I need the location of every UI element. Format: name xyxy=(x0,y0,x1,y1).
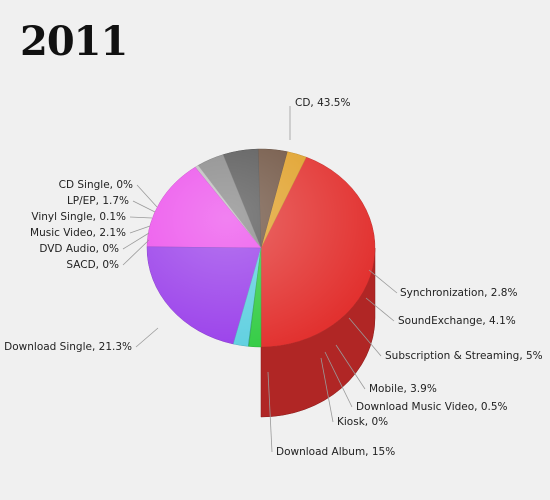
label-leaders xyxy=(122,106,398,453)
leader-line xyxy=(267,371,273,453)
slice-label-cd-single: CD Single, 0% xyxy=(59,179,133,191)
leader-line xyxy=(122,239,150,266)
slice-label-kiosk: Kiosk, 0% xyxy=(337,416,388,428)
slice-label-cd: CD, 43.5% xyxy=(295,97,350,109)
leader-line xyxy=(122,232,150,250)
slice-label-subscription-streaming: Subscription & Streaming, 5% xyxy=(385,350,543,362)
slice-label-vinyl-single: Vinyl Single, 0.1% xyxy=(31,211,126,223)
slice-label-mobile: Mobile, 3.9% xyxy=(369,383,437,395)
pie-gloss xyxy=(147,149,375,347)
leader-line xyxy=(136,184,158,208)
slice-label-soundexchange: SoundExchange, 4.1% xyxy=(398,315,516,327)
chart-title: 2011 xyxy=(20,18,128,65)
slice-label-dvd-audio: DVD Audio, 0% xyxy=(39,243,119,255)
slice-label-lp-ep: LP/EP, 1.7% xyxy=(67,195,129,207)
leader-line xyxy=(320,357,334,423)
leader-line xyxy=(135,327,159,348)
slice-label-synchronization: Synchronization, 2.8% xyxy=(400,287,517,299)
leader-line xyxy=(368,269,398,294)
leader-line xyxy=(348,317,382,357)
slice-label-sacd: SACD, 0% xyxy=(66,259,119,271)
leader-line xyxy=(365,297,395,322)
pie-shine xyxy=(147,149,375,347)
slice-label-download-single: Download Single, 21.3% xyxy=(4,341,132,353)
leader-line xyxy=(129,225,151,234)
slice-label-download-music-video: Download Music Video, 0.5% xyxy=(356,401,508,413)
leader-line xyxy=(132,200,156,213)
leader-line xyxy=(324,351,353,408)
slice-label-music-video: Music Video, 2.1% xyxy=(30,227,126,239)
slice-label-download-album: Download Album, 15% xyxy=(276,446,395,458)
pie-labels: CD, 43.5% Synchronization, 2.8% SoundExcha… xyxy=(4,97,543,458)
leader-line xyxy=(335,344,366,390)
leader-line xyxy=(129,216,153,219)
